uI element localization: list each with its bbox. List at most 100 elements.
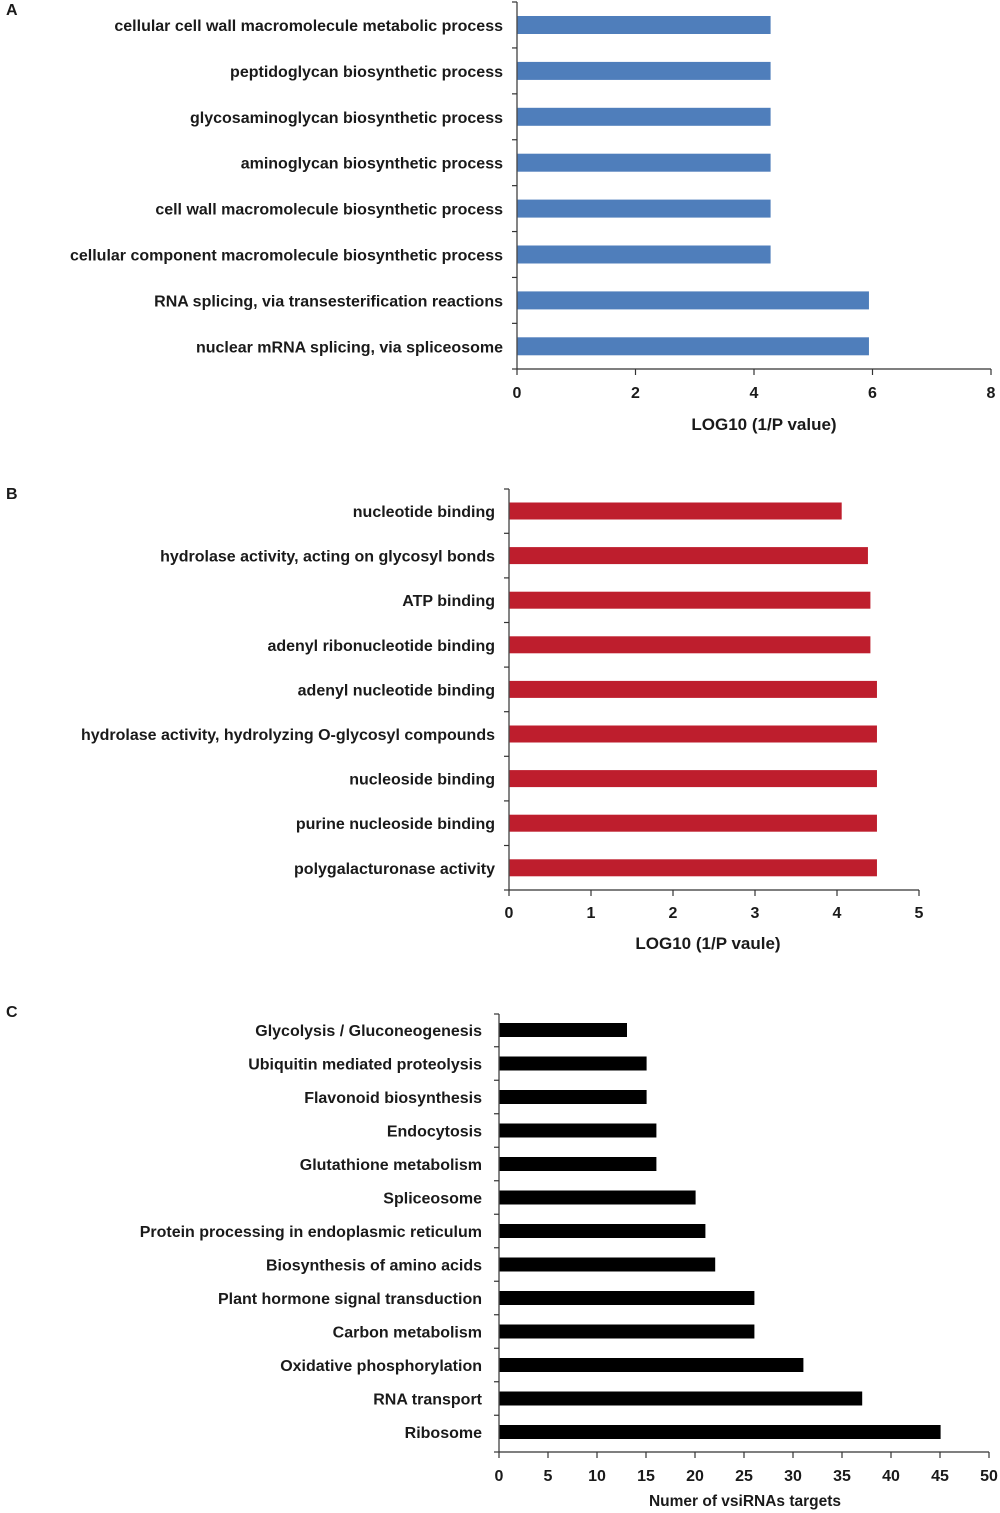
panel-b-category-label: hydrolase activity, hydrolyzing O-glycos…: [81, 727, 495, 744]
panel-b-bar: [509, 725, 877, 743]
panel-b-x-axis-title: LOG10 (1/P vaule): [635, 934, 780, 953]
panel-c-category-label: Spliceosome: [383, 1191, 482, 1208]
panel-c-x-tick-label: 40: [882, 1468, 900, 1485]
panel-c-category-label: Oxidative phosphorylation: [280, 1358, 482, 1375]
panel-c-x-tick-label: 50: [980, 1468, 998, 1485]
panel-a-category-label: cell wall macromolecule biosynthetic pro…: [155, 202, 503, 219]
panel-c-bar: [499, 1190, 696, 1205]
panel-b-bar: [509, 770, 877, 788]
panel-b-category-label: polygalacturonase activity: [294, 861, 495, 878]
panel-b-tick-labels: 0 1 2 3 4 5: [505, 905, 924, 922]
panel-b-category-labels: nucleotide binding hydrolase activity, ac…: [81, 504, 495, 878]
panel-a-x-tick-label: 2: [631, 385, 640, 402]
panel-c-category-label: Glutathione metabolism: [300, 1157, 482, 1174]
panel-a-tick-labels: 0 2 4 6 8: [513, 385, 996, 402]
panel-a-bar: [517, 337, 869, 356]
panel-b-x-tick-label: 4: [833, 905, 842, 922]
panel-b: B nucleotide binding hydrolase activity, …: [6, 486, 924, 953]
panel-b-bar: [509, 859, 877, 877]
panel-a-bar: [517, 16, 771, 34]
panel-b-category-label: hydrolase activity, acting on glycosyl b…: [160, 549, 495, 566]
panel-b-bar: [509, 502, 842, 520]
panel-a-bar: [517, 291, 869, 310]
panel-a-x-tick-label: 4: [750, 385, 759, 402]
panel-c-bar: [499, 1224, 706, 1238]
panel-c-tick-labels: 0 5 10 15 20 25 30 35 40 45 50: [495, 1468, 998, 1485]
panel-c-bar: [499, 1257, 716, 1272]
panel-a-bar: [517, 245, 771, 264]
panel-a-bar: [517, 153, 771, 172]
panel-b-category-label: adenyl ribonucleotide binding: [267, 638, 495, 655]
panel-c-category-label: Ribosome: [405, 1425, 482, 1442]
panel-b-category-label: adenyl nucleotide binding: [298, 682, 495, 699]
panel-a-x-tick-label: 8: [987, 385, 996, 402]
panel-c-bar: [499, 1157, 657, 1171]
panel-c-bar: [499, 1056, 647, 1071]
panel-a-category-label: cellular component macromolecule biosynt…: [70, 248, 503, 265]
panel-c: C Glycolysis / Gluconeogenesis Ubiquitin …: [6, 1004, 998, 1510]
panel-c-category-label: Protein processing in endoplasmic reticu…: [140, 1224, 482, 1241]
panel-c-category-label: Endocytosis: [387, 1124, 482, 1141]
panel-c-category-label: Plant hormone signal transduction: [218, 1291, 482, 1308]
panel-a-x-tick-label: 6: [868, 385, 877, 402]
panel-c-x-tick-label: 30: [784, 1468, 802, 1485]
panel-b-x-tick-label: 0: [505, 905, 514, 922]
panel-a-bar: [517, 199, 771, 218]
panel-a-category-label: cellular cell wall macromolecule metabol…: [114, 18, 503, 35]
panel-c-bar: [499, 1291, 755, 1305]
panel-c-bar: [499, 1358, 804, 1372]
panel-a-letter: A: [6, 2, 18, 19]
panel-c-x-axis-title: Numer of vsiRNAs targets: [649, 1493, 841, 1510]
panel-c-x-tick-label: 45: [931, 1468, 949, 1485]
panel-a-bar: [517, 61, 771, 80]
panel-a-x-axis-title: LOG10 (1/P value): [691, 415, 836, 434]
panel-b-bar: [509, 591, 871, 609]
panel-b-x-tick-label: 2: [669, 905, 678, 922]
panel-c-category-labels: Glycolysis / Gluconeogenesis Ubiquitin me…: [140, 1023, 483, 1442]
panel-a-category-label: nuclear mRNA splicing, via spliceosome: [196, 339, 503, 356]
panel-c-x-tick-label: 0: [495, 1468, 504, 1485]
panel-c-bar: [499, 1391, 863, 1406]
panel-c-x-tick-label: 15: [637, 1468, 655, 1485]
panel-c-axes: [494, 1013, 990, 1458]
panel-a-category-label: RNA splicing, via transesterification re…: [154, 293, 503, 310]
panel-c-category-label: RNA transport: [373, 1392, 482, 1409]
panel-c-bar: [499, 1090, 647, 1104]
panel-c-bar: [499, 1425, 941, 1439]
panel-a-axes: [512, 1, 992, 375]
panel-b-category-label: ATP binding: [402, 593, 495, 610]
panel-b-category-label: nucleoside binding: [349, 772, 495, 789]
panel-a-category-label: glycosaminoglycan biosynthetic process: [190, 110, 503, 127]
panel-a-bar: [517, 107, 771, 126]
panel-a: A cellular cell wall macromolecule metab…: [6, 1, 996, 434]
panel-a-bars: [517, 16, 869, 356]
panel-c-x-tick-label: 5: [544, 1468, 553, 1485]
panel-c-x-tick-label: 35: [833, 1468, 851, 1485]
panel-b-letter: B: [6, 486, 18, 503]
panel-c-category-label: Biosynthesis of amino acids: [266, 1258, 482, 1275]
panel-b-x-tick-label: 3: [751, 905, 760, 922]
panel-a-category-label: aminoglycan biosynthetic process: [241, 156, 503, 173]
panel-b-bar: [509, 547, 868, 565]
panel-c-x-tick-label: 20: [686, 1468, 704, 1485]
panel-b-x-tick-label: 5: [915, 905, 924, 922]
panel-b-axes: [504, 488, 920, 896]
panel-b-bar: [509, 636, 871, 654]
panel-b-bar: [509, 680, 877, 698]
panel-c-bar: [499, 1123, 657, 1138]
panel-b-x-tick-label: 1: [587, 905, 596, 922]
panel-c-bars: [499, 1023, 941, 1439]
panel-c-x-tick-label: 10: [588, 1468, 606, 1485]
panel-b-category-label: purine nucleoside binding: [296, 816, 495, 833]
panel-b-bars: [509, 502, 877, 877]
panel-a-x-tick-label: 0: [513, 385, 522, 402]
panel-a-category-labels: cellular cell wall macromolecule metabol…: [70, 18, 503, 356]
panel-c-category-label: Flavonoid biosynthesis: [304, 1090, 482, 1107]
panel-c-category-label: Glycolysis / Gluconeogenesis: [255, 1023, 482, 1040]
panel-c-category-label: Ubiquitin mediated proteolysis: [248, 1057, 482, 1074]
panel-b-category-label: nucleotide binding: [353, 504, 495, 521]
panel-c-letter: C: [6, 1004, 18, 1021]
panel-c-category-label: Carbon metabolism: [333, 1325, 482, 1342]
panel-c-x-tick-label: 25: [735, 1468, 753, 1485]
